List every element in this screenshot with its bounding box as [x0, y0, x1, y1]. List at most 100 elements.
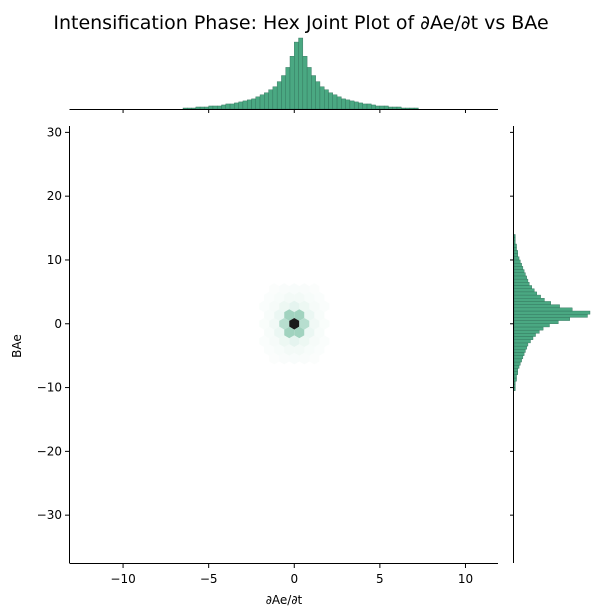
marginal-x-bar [349, 100, 355, 110]
marginal-x-bar [375, 105, 381, 110]
y-tick-label: 20 [47, 189, 62, 203]
marginal-x-bar [324, 89, 329, 110]
marginal-x-bar [195, 106, 201, 110]
marginal-x-bar [366, 103, 372, 110]
hex-bin [309, 317, 320, 330]
hex-bin [314, 326, 325, 339]
hex-bin [304, 291, 315, 304]
marginal-x-bar [306, 67, 312, 110]
hex-bin [319, 300, 330, 313]
marginal-x-bar [396, 106, 402, 110]
marginal-x-bar [229, 103, 235, 110]
marginal-y-bar [513, 266, 524, 270]
marginal-y-bar [513, 323, 550, 328]
marginal-y-bar [513, 345, 527, 350]
x-tick-label: 5 [376, 572, 384, 586]
marginal-x-bar [225, 103, 231, 110]
marginal-x-bar [341, 98, 346, 110]
marginal-y-bar [513, 314, 588, 318]
y-tick-label: −10 [37, 381, 62, 395]
marginal-x-bar [392, 106, 398, 110]
marginal-y-bar [513, 384, 516, 388]
marginal-y-bar [513, 285, 532, 289]
hex-bin [259, 317, 270, 330]
hex-bin [279, 283, 290, 295]
hex-bin [304, 344, 315, 356]
hex-bin [269, 317, 280, 330]
marginal-y-bar [513, 339, 531, 344]
y-axis-ticks: −30 −20 −10 0 10 20 30 [37, 125, 514, 522]
marginal-y-bar [513, 301, 551, 305]
marginal-x-bar [199, 106, 205, 110]
marginal-x-bar [328, 92, 333, 110]
hex-bin [274, 309, 285, 321]
marginal-x-bar [315, 81, 321, 110]
hex-bin [289, 335, 300, 347]
hex-bin [319, 317, 330, 330]
hex-bin [299, 335, 310, 347]
hex-bin [274, 344, 285, 356]
marginal-x-bar [259, 94, 265, 110]
marginal-x-bar [238, 101, 244, 110]
hex-bin [259, 335, 270, 347]
joint-hexbin-area [259, 283, 330, 365]
x-axis-label: ∂Ae/∂t [266, 593, 303, 607]
marginal-x-bar [212, 105, 218, 110]
hex-bin [264, 326, 275, 339]
marginal-y-bar [513, 237, 516, 242]
hex-bin [314, 309, 325, 321]
marginal-y-bar [513, 272, 526, 277]
marginal-y-bar [513, 259, 521, 264]
marginal-x-bar [251, 98, 256, 110]
hex-bin [309, 300, 320, 313]
marginal-y-bar [513, 250, 518, 254]
marginal-y-bar [513, 377, 517, 382]
marginal-x-bar [298, 37, 304, 110]
marginal-y-bar [513, 307, 573, 312]
marginal-x-bar [401, 107, 406, 110]
hex-bin [304, 326, 315, 339]
marginal-y-bar [513, 355, 524, 360]
hex-bin [289, 317, 300, 330]
hex-bin [284, 291, 295, 304]
marginal-x-bar [345, 99, 351, 110]
marginal-y-bar [513, 365, 520, 369]
marginal-y-bar [513, 291, 537, 296]
hex-bin [264, 291, 275, 304]
marginal-y-bar [513, 320, 559, 324]
marginal-x-bar [383, 105, 389, 110]
marginal-x-bar [204, 106, 209, 110]
marginal-y-histogram [513, 234, 591, 391]
hex-bin [279, 300, 290, 313]
hex-bin [264, 344, 275, 356]
marginal-y-bar [513, 326, 544, 331]
hex-bin [284, 309, 295, 321]
marginal-x-bar [191, 107, 197, 110]
marginal-y-bar [513, 288, 535, 293]
hex-bin [319, 335, 330, 347]
marginal-y-bar [513, 329, 540, 334]
marginal-y-bar [513, 282, 530, 286]
hex-bin [274, 326, 285, 339]
hex-bin [299, 300, 310, 313]
marginal-y-bar [513, 256, 520, 261]
hex-bin [314, 291, 325, 304]
marginal-y-bar [513, 253, 518, 257]
marginal-y-bar [513, 361, 521, 366]
marginal-y-bar [513, 310, 591, 315]
y-axis-label: BAe [10, 334, 24, 358]
marginal-y-bar [513, 304, 560, 309]
marginal-x-bar [242, 100, 248, 110]
x-axis-ticks: −10 −5 0 5 10 [110, 109, 473, 586]
marginal-y-bar [513, 269, 525, 273]
hex-bin [309, 283, 320, 295]
marginal-x-bar [255, 96, 261, 110]
y-tick-label: 10 [47, 253, 62, 267]
marginal-x-bar [208, 105, 214, 110]
x-tick-label: 10 [458, 572, 473, 586]
marginal-y-bar [513, 387, 516, 391]
marginal-x-bar [379, 105, 385, 110]
hex-bin [309, 352, 320, 365]
marginal-y-bar [513, 298, 545, 302]
hex-bin [289, 300, 300, 313]
